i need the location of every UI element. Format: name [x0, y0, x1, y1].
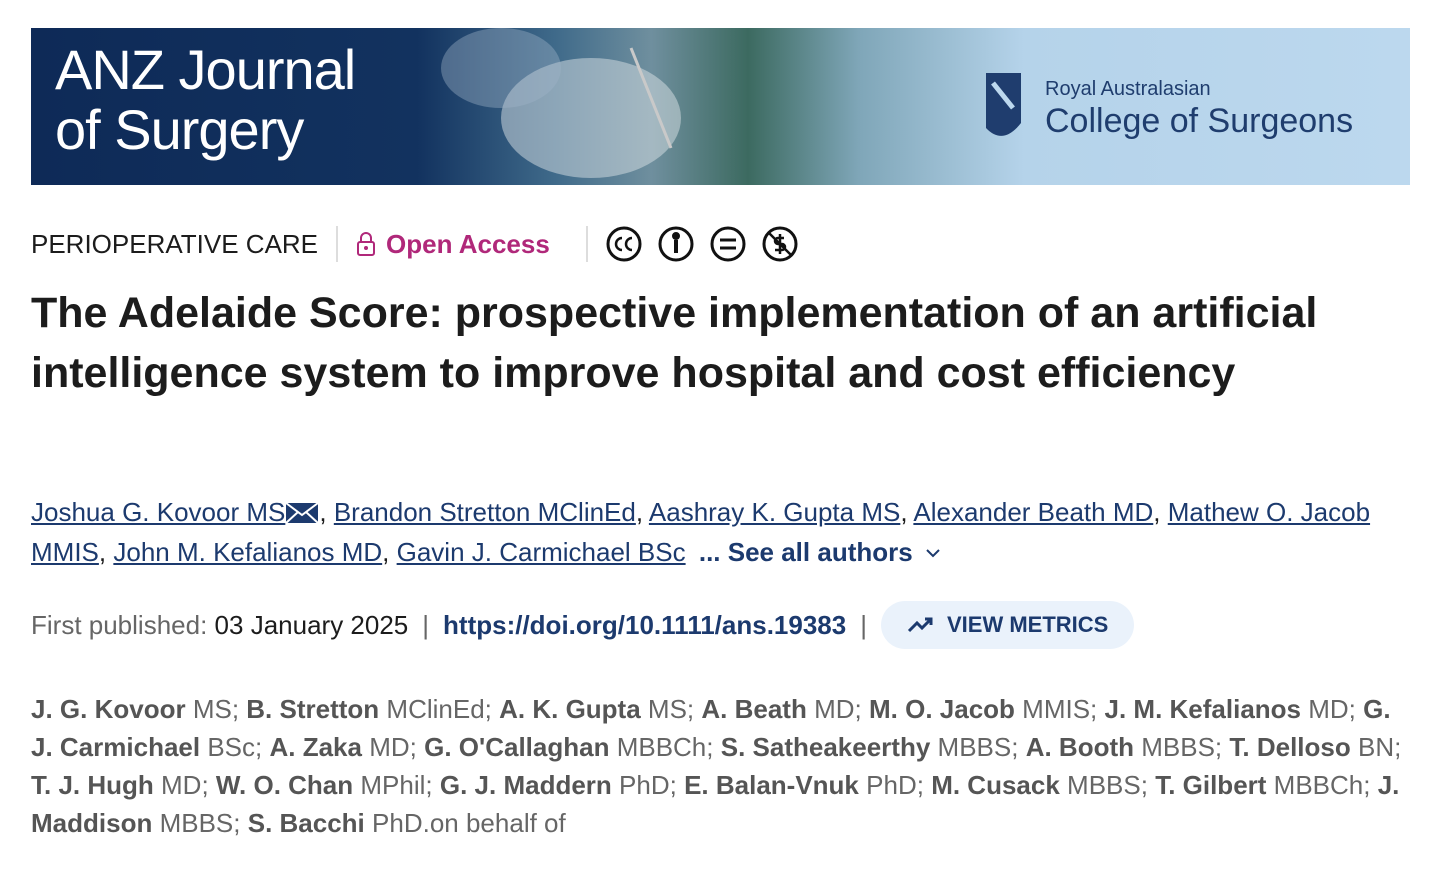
author-link[interactable]: Gavin J. Carmichael BSc	[396, 537, 686, 567]
byline-degree: MBBS;	[1067, 770, 1148, 800]
byline-degree: MBBS;	[1141, 732, 1223, 762]
byline-name: S. Bacchi	[247, 808, 365, 838]
view-metrics-label: VIEW METRICS	[947, 612, 1109, 637]
byline-name: J. Maddison	[31, 770, 1400, 838]
separator: |	[422, 609, 430, 640]
banner-art	[441, 28, 1021, 178]
byline-name: T. Gilbert	[1155, 770, 1267, 800]
separator: ,	[319, 497, 327, 527]
journal-banner[interactable]: ANZ Journal of Surgery Royal Australasia…	[31, 28, 1410, 185]
published-date: 03 January 2025	[214, 609, 409, 640]
byline-degree: MBBS;	[159, 808, 241, 838]
author-link[interactable]: John M. Kefalianos MD	[113, 537, 383, 567]
journal-title: of Surgery	[55, 98, 304, 161]
divider	[336, 226, 339, 262]
byline-name: G. J. Carmichael	[31, 694, 1391, 762]
byline-name: T. Delloso	[1229, 732, 1351, 762]
byline-degree: MD;	[1308, 694, 1356, 724]
doi-link[interactable]: https://doi.org/10.1111/ans.19383	[443, 609, 847, 640]
byline-name: J. M. Kefalianos	[1104, 694, 1302, 724]
byline-degree: BN;	[1357, 732, 1402, 762]
author-link[interactable]: Brandon Stretton MClinEd	[333, 497, 636, 527]
college-name: Royal Australasian	[1045, 78, 1211, 100]
byline-name: W. O. Chan	[215, 770, 354, 800]
byline-degree: MD;	[369, 732, 417, 762]
publication-info: First published: 03 January 2025 | https…	[31, 600, 1135, 650]
byline-name: A. Beath	[701, 694, 807, 724]
author-link[interactable]: Joshua G. Kovoor MS	[31, 497, 286, 527]
byline-degree: MClinEd;	[386, 694, 492, 724]
lock-icon	[357, 232, 376, 256]
byline-name: A. Booth	[1025, 732, 1134, 762]
byline-degree: MBBCh;	[1273, 770, 1371, 800]
license-icons[interactable]	[606, 224, 806, 264]
byline-name: S. Satheakeerthy	[720, 732, 931, 762]
byline-name: B. Stretton	[246, 694, 380, 724]
byline-name: M. Cusack	[931, 770, 1060, 800]
byline-name: T. J. Hugh	[31, 770, 154, 800]
byline-degree: PhD;	[866, 770, 924, 800]
byline-degree: BSc;	[207, 732, 263, 762]
see-all-authors[interactable]: ... See all authors	[698, 537, 913, 567]
separator: ,	[635, 497, 644, 527]
author-list: Joshua G. Kovoor MS, Brandon Stretton MC…	[31, 492, 1401, 572]
byline-degree: MBBCh;	[616, 732, 714, 762]
open-access: Open Access	[356, 229, 550, 260]
byline-degree: MBBS;	[937, 732, 1019, 762]
byline-degree: PhD;	[619, 770, 677, 800]
byline-name: M. O. Jacob	[869, 694, 1015, 724]
chevron-icon[interactable]	[913, 545, 943, 561]
byline-name: A. Zaka	[269, 732, 362, 762]
byline-degree: MD;	[161, 770, 209, 800]
byline-degree: MS;	[647, 694, 695, 724]
author-byline: J. G. Kovoor MS; B. Stretton MClinEd; A.…	[31, 690, 1406, 842]
article-title: The Adelaide Score: prospective implemen…	[31, 289, 1318, 397]
email-icon[interactable]	[285, 502, 320, 524]
byline-degree: MMIS;	[1022, 694, 1098, 724]
byline-degree: PhD.on behalf of	[372, 808, 566, 838]
separator: ,	[382, 537, 390, 567]
journal-title: ANZ Journal	[55, 38, 356, 101]
byline-name: J. G. Kovoor	[31, 694, 186, 724]
separator: ,	[98, 537, 107, 567]
published-label: First published:	[31, 609, 208, 640]
author-link[interactable]: Alexander Beath MD	[913, 497, 1154, 527]
article-meta: PERIOPERATIVE CARE Open Access	[31, 222, 806, 266]
college-name: College of Surgeons	[1045, 102, 1354, 140]
byline-name: G. O'Callaghan	[424, 732, 610, 762]
view-metrics-button[interactable]: VIEW METRICS	[881, 601, 1135, 649]
author-link[interactable]: Mathew O. Jacob MMIS	[31, 497, 1371, 567]
separator: ,	[900, 497, 908, 527]
byline-name: E. Balan-Vnuk	[684, 770, 859, 800]
trend-icon	[907, 617, 933, 633]
byline-degree: MS;	[192, 694, 240, 724]
open-access-label: Open Access	[386, 228, 550, 259]
byline-degree: MPhil;	[360, 770, 433, 800]
separator: |	[860, 609, 867, 640]
byline-name: G. J. Maddern	[439, 770, 612, 800]
divider	[585, 226, 588, 262]
author-link[interactable]: Aashray K. Gupta MS	[648, 497, 901, 527]
byline-name: A. K. Gupta	[499, 694, 641, 724]
byline-degree: MD;	[814, 694, 862, 724]
separator: ,	[1153, 497, 1161, 527]
section-label: PERIOPERATIVE CARE	[31, 228, 319, 259]
